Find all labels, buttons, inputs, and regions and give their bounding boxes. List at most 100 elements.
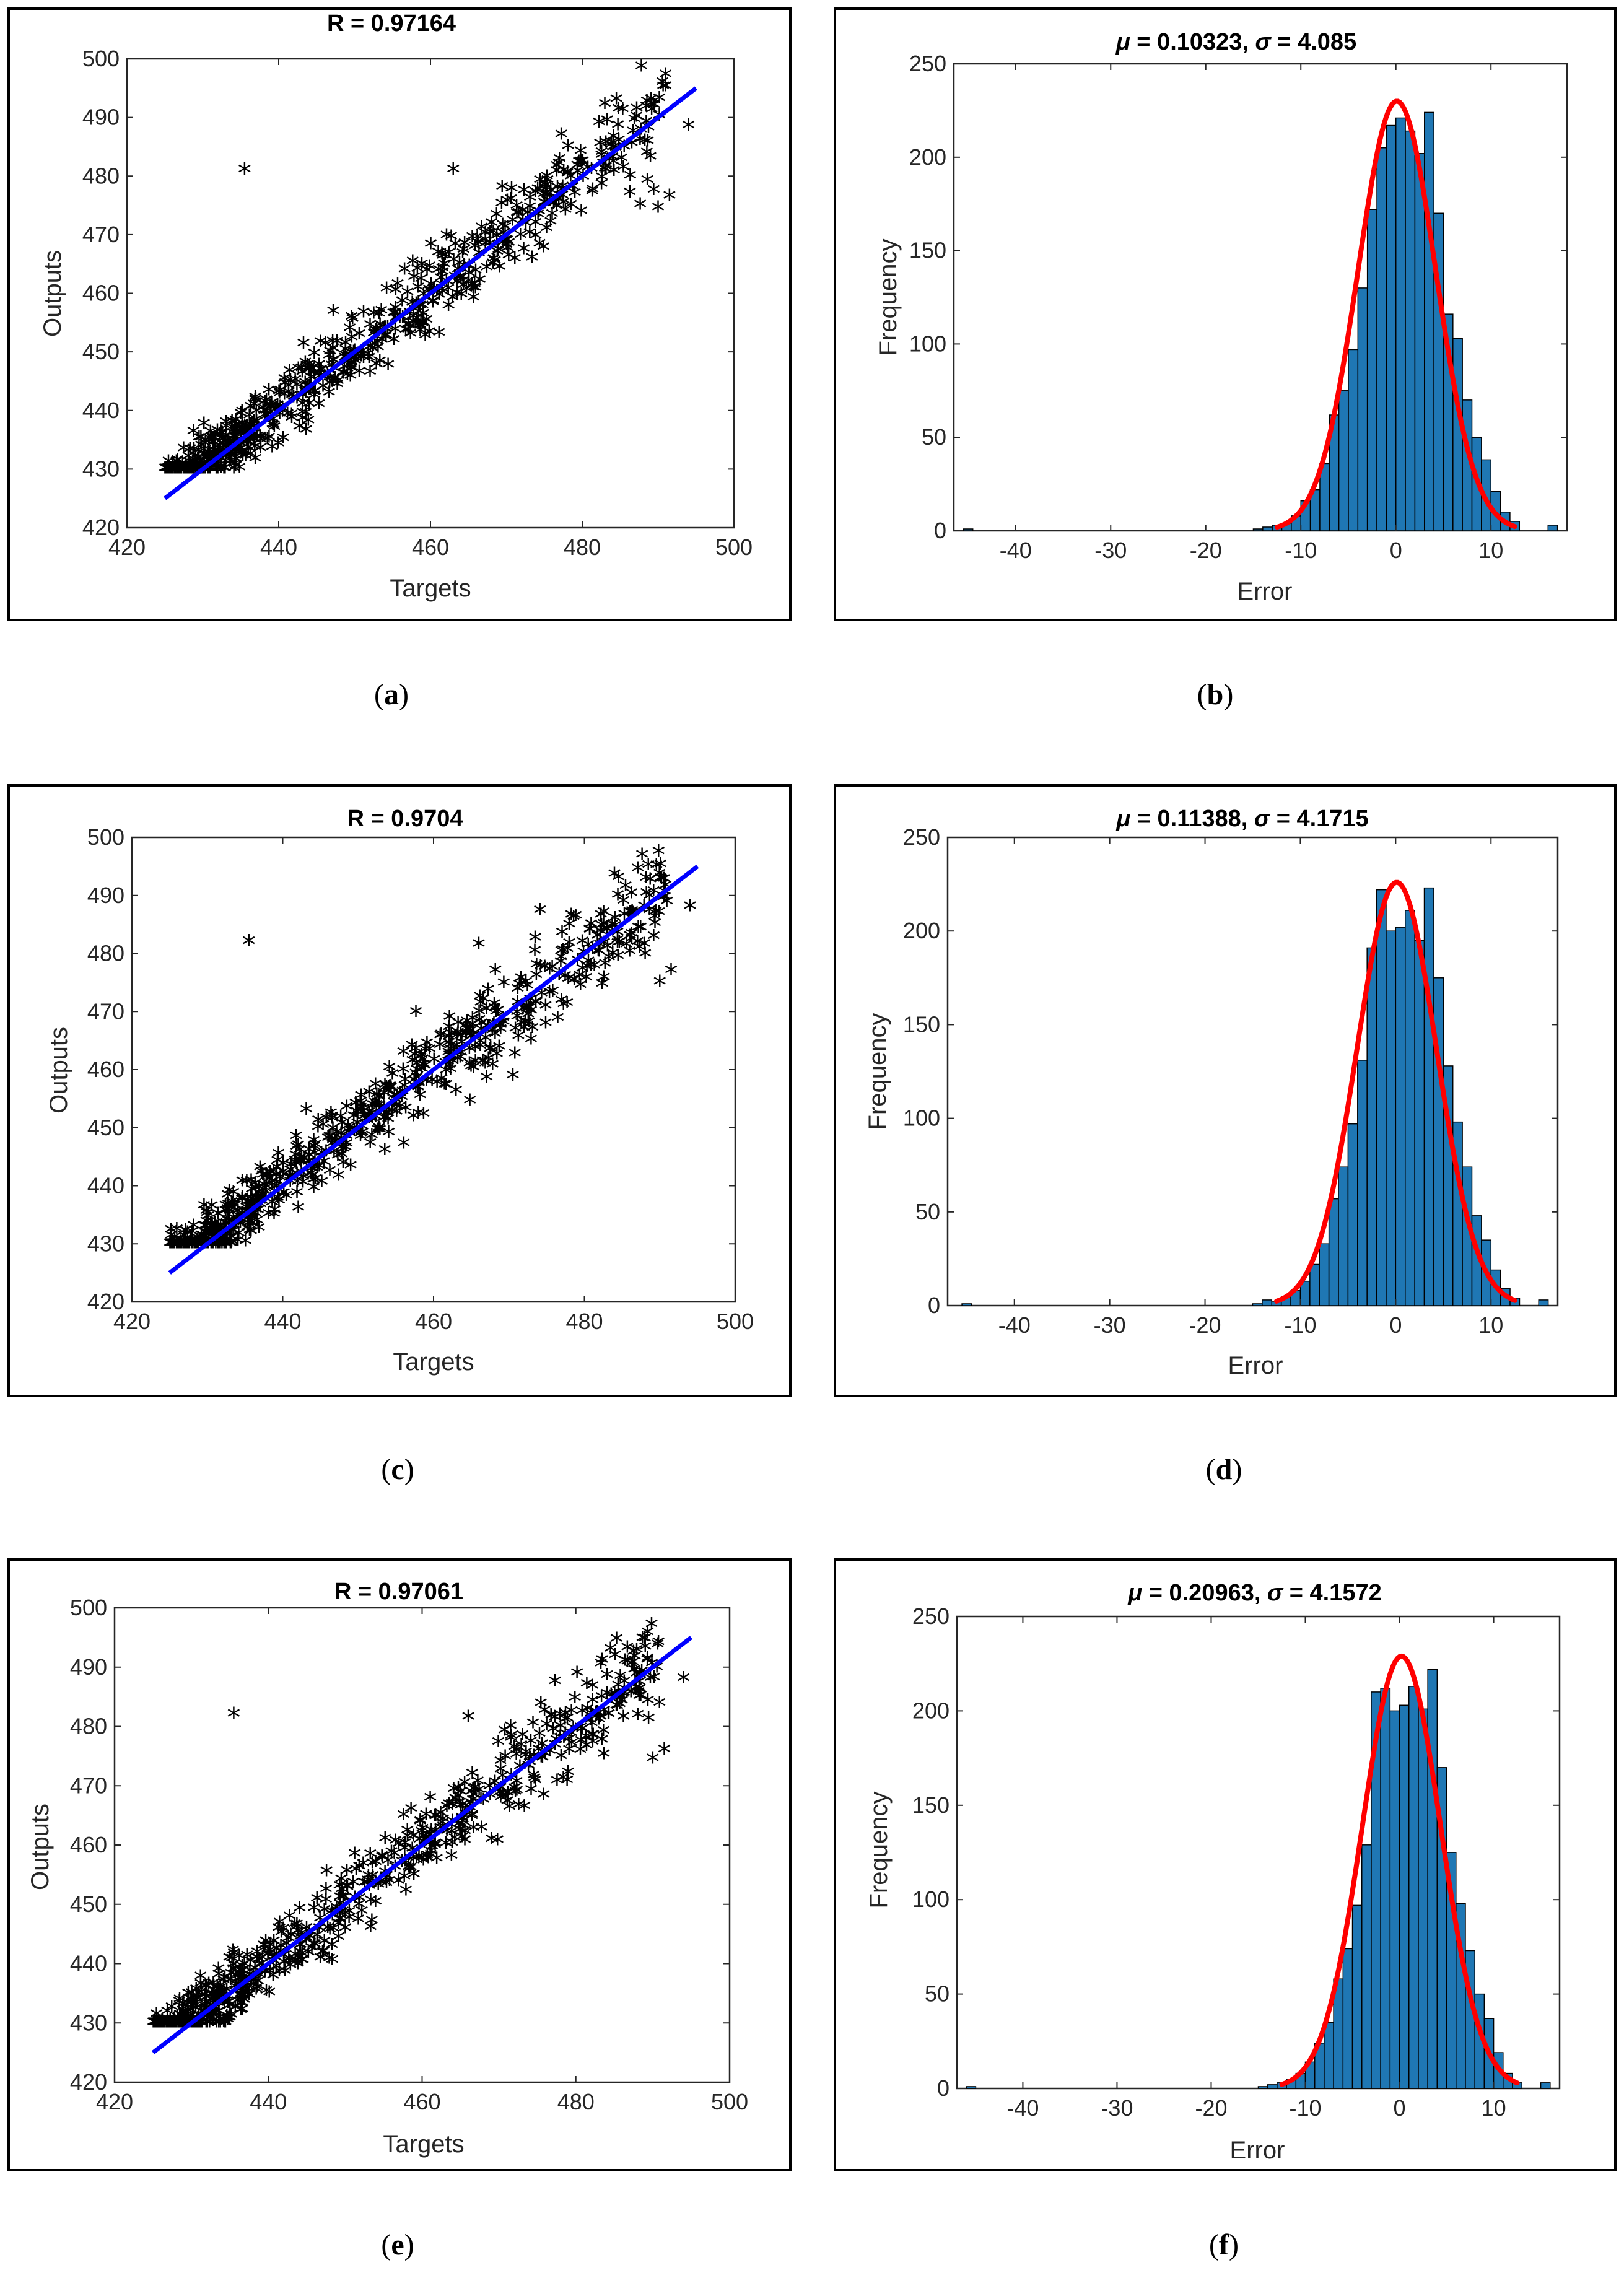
panel-a-chart: R = 0.97164 ******************* *********…: [39, 11, 753, 602]
x-tick-label: 10: [1482, 2095, 1506, 2121]
scatter-point: *: [159, 456, 172, 488]
scatter-point: *: [647, 178, 660, 209]
histogram-bar: [1324, 2022, 1334, 2089]
scatter-point: *: [437, 253, 451, 284]
scatter-point: *: [295, 401, 309, 432]
scatter-point: *: [635, 55, 648, 86]
x-tick-label: 440: [264, 1309, 301, 1334]
panel-a-title: R = 0.97164: [327, 11, 456, 37]
histogram-bar: [1262, 526, 1273, 531]
y-tick-label: 430: [82, 456, 120, 481]
scatter-point: *: [458, 231, 471, 263]
scatter-point: *: [343, 316, 357, 348]
histogram-bar: [1395, 927, 1406, 1306]
x-tick-label: -30: [1094, 538, 1127, 563]
histogram-bar: [1252, 1303, 1263, 1306]
panel-d-ylabel: Frequency: [864, 1013, 891, 1130]
scatter-point: *: [621, 1636, 634, 1667]
scatter-point: *: [278, 372, 292, 403]
scatter-point: *: [230, 448, 243, 479]
panel-e-xlabel: Targets: [383, 2131, 464, 2158]
panel-e-ylabel: Outputs: [27, 1804, 54, 1890]
x-tick-label: 500: [717, 1309, 754, 1334]
scatter-point: *: [509, 1017, 522, 1049]
histogram-bar: [1386, 930, 1397, 1306]
scatter-point: *: [663, 184, 676, 216]
scatter-point: *: [614, 146, 628, 178]
panel-f-title: μ = 0.20963, σ = 4.1572: [1127, 1580, 1381, 1606]
histogram-bar: [1399, 1704, 1410, 2089]
scatter-point: *: [411, 257, 424, 289]
histogram-bar: [1252, 528, 1264, 531]
scatter-point: *: [432, 321, 446, 352]
scatter-point: *: [469, 1049, 482, 1081]
panel-e-chart: R = 0.97061 ************ ****************…: [27, 1579, 748, 2158]
scatter-point: *: [165, 1231, 179, 1263]
histogram-bar: [1405, 910, 1415, 1306]
scatter-point: *: [517, 178, 531, 210]
scatter-point: *: [194, 434, 208, 465]
y-tick-label: 200: [912, 1698, 950, 1723]
y-tick-label: 250: [909, 51, 946, 76]
histogram-bar: [1338, 390, 1349, 531]
scatter-point: *: [504, 188, 518, 219]
histogram-bar: [1427, 1669, 1438, 2089]
x-tick-label: 460: [403, 2089, 440, 2114]
x-tick-label: -20: [1189, 1312, 1221, 1338]
histogram-bar: [1267, 2084, 1278, 2089]
histogram-bar: [1319, 1243, 1330, 1306]
x-tick-label: -30: [1094, 1312, 1126, 1338]
y-tick-label: 450: [82, 339, 120, 364]
panel-a-xlabel: Targets: [390, 575, 471, 602]
scatter-point: *: [612, 97, 626, 129]
panel-c-chart: R = 0.9704 *****************************…: [45, 806, 754, 1376]
histogram-bar: [1452, 338, 1463, 531]
scatter-point: *: [597, 1742, 611, 1774]
scatter-point: *: [248, 435, 261, 467]
histogram-bar: [1357, 287, 1368, 531]
scatter-point: *: [173, 456, 187, 488]
histogram-outlier-bar: [966, 2086, 977, 2089]
scatter-point: *: [389, 278, 403, 310]
y-tick-label: 450: [70, 1891, 107, 1917]
histogram-bar: [1424, 111, 1434, 531]
scatter-point: *: [444, 225, 458, 256]
x-tick-label: 0: [1390, 538, 1402, 563]
x-tick-label: 480: [557, 2089, 595, 2114]
scatter-point: *: [159, 456, 173, 488]
y-tick-label: 50: [925, 1981, 950, 2007]
scatter-point: *: [683, 894, 697, 926]
scatter-point: *: [398, 1865, 411, 1896]
scatter-point: *: [272, 380, 286, 411]
x-tick-label: 10: [1478, 538, 1503, 563]
scatter-point: *: [235, 399, 249, 431]
histogram-bar: [1348, 349, 1359, 531]
scatter-point: *: [473, 268, 486, 300]
panel-b-xlabel: Error: [1238, 578, 1293, 605]
scatter-point: *: [487, 252, 500, 284]
scatter-point: *: [517, 237, 531, 269]
scatter-point: *: [302, 409, 315, 440]
scatter-point: *: [677, 1667, 691, 1698]
scatter-point: *: [682, 114, 696, 146]
scatter-point: *: [299, 418, 313, 450]
histogram-bar: [1257, 2086, 1268, 2089]
y-tick-label: 0: [937, 2075, 950, 2101]
scatter-point: *: [528, 1766, 541, 1798]
panel-b-chart: μ = 0.10323, σ = 4.085 -40 -30 -20 -10 0 1005…: [875, 29, 1568, 605]
caption-e: (e): [381, 2228, 414, 2261]
scatter-point: *: [234, 402, 247, 434]
scatter-point: *: [273, 1960, 286, 1991]
scatter-point: *: [611, 865, 625, 897]
y-tick-label: 420: [70, 2069, 107, 2095]
scatter-point: *: [268, 416, 281, 447]
scatter-point: *: [302, 357, 315, 388]
histogram-outlier-bar: [963, 528, 974, 531]
x-tick-label: 500: [715, 534, 753, 560]
y-tick-label: 200: [909, 144, 946, 170]
scatter-point: *: [417, 311, 430, 342]
histogram-bar: [1389, 1710, 1400, 2089]
scatter-point: *: [550, 159, 564, 191]
scatter-point: *: [227, 1702, 240, 1734]
scatter-point: *: [436, 244, 450, 276]
